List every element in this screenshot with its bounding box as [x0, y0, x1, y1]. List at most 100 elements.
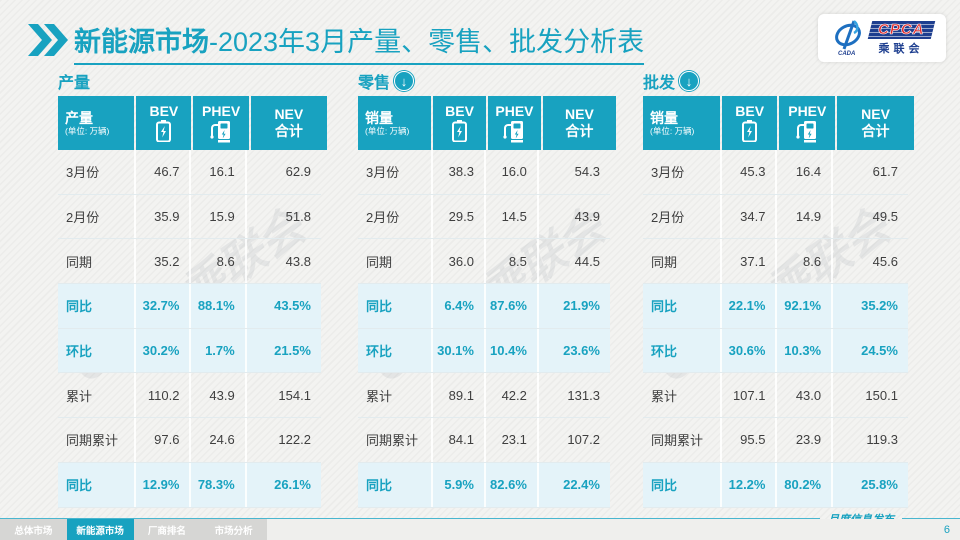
- table-cell: 10.4%: [483, 328, 537, 373]
- table-row: 同期累计 84.1 23.1 107.2: [358, 418, 610, 463]
- table-cell: 6.4%: [431, 284, 484, 328]
- table-cell: 23.1: [483, 418, 537, 462]
- double-chevron-icon: [28, 24, 68, 56]
- nev-header-label: NEV 合计: [861, 106, 890, 139]
- row-label: 同期: [366, 254, 393, 270]
- table-cell: 107.2: [536, 418, 610, 462]
- phev-header-label: PHEV: [495, 103, 534, 119]
- tab-market-analysis[interactable]: 市场分析: [214, 525, 253, 537]
- row-label: 2月份: [66, 210, 100, 226]
- row-label: 累计: [651, 388, 678, 404]
- row-label: 同期累计: [366, 433, 419, 449]
- tab-nev-market[interactable]: 新能源市场: [66, 519, 134, 540]
- table-cell: 34.7: [719, 194, 776, 239]
- table-cell: 46.7: [134, 150, 189, 194]
- table-cell: 22.4%: [536, 462, 610, 507]
- wholesale-table: CPCA乘联会销量(单位: 万辆)BEVPHEVNEV合计3月份45.316.4…: [643, 96, 914, 508]
- table-cell: 43.9: [189, 373, 244, 418]
- table-cell: 95.5: [719, 418, 776, 462]
- row-label: 3月份: [651, 165, 685, 181]
- table-cell: 23.6%: [536, 328, 610, 373]
- table-cell: 61.7: [831, 150, 908, 194]
- table-cell: 12.2%: [719, 462, 776, 507]
- table-cell: 122.2: [244, 418, 321, 462]
- tab-oem-ranking[interactable]: 厂商排名: [147, 525, 186, 537]
- cpca-emblem-icon: CADA: [834, 20, 861, 57]
- table-cell: 26.1%: [244, 462, 321, 507]
- row-label: 同期累计: [66, 433, 119, 449]
- table-cell: 44.5: [536, 239, 610, 284]
- table-row: 同比 5.9% 82.6% 22.4%: [358, 462, 610, 508]
- unit-note: (单位: 万辆): [65, 125, 110, 136]
- nev-header-cell: NEV 合计: [837, 96, 914, 150]
- bev-header-cell: BEV: [721, 96, 778, 150]
- row-label: 环比: [651, 344, 678, 360]
- row-label: 环比: [366, 344, 393, 360]
- table-row: 累计 89.1 42.2 131.3: [358, 373, 610, 419]
- unit-note: (单位: 万辆): [365, 125, 410, 136]
- table-cell: 16.1: [189, 150, 244, 194]
- row-label: 3月份: [366, 165, 400, 181]
- table-row: 同期 36.0 8.5 44.5: [358, 239, 610, 285]
- corner-header-label: 销量: [365, 109, 393, 126]
- row-label: 环比: [66, 344, 93, 360]
- row-label: 2月份: [366, 210, 400, 226]
- row-label: 同比: [651, 478, 678, 494]
- table-cell: 35.2: [134, 239, 189, 284]
- bev-header-label: BEV: [735, 103, 765, 119]
- row-label: 同期: [66, 254, 93, 270]
- table-cell: 30.6%: [719, 328, 776, 373]
- table-cell: 110.2: [134, 373, 189, 418]
- table-row: 同期累计 97.6 24.6 122.2: [58, 418, 321, 463]
- row-label: 同比: [651, 299, 678, 315]
- table-row: 同比 32.7% 88.1% 43.5%: [58, 284, 321, 329]
- table-cell: 30.1%: [431, 328, 484, 373]
- row-label: 累计: [66, 388, 93, 404]
- table-cell: 22.1%: [719, 284, 776, 328]
- row-label: 同比: [66, 299, 93, 315]
- table-cell: 43.9: [536, 194, 610, 239]
- table-cell: 29.5: [431, 194, 484, 239]
- section-label-text: 产量: [58, 75, 91, 92]
- table-row: 同比 12.2% 80.2% 25.8%: [643, 462, 908, 508]
- nev-header-label: NEV 合计: [274, 106, 304, 139]
- table-header-row: 销量 (单位: 万辆) BEV PHEV NEV 合计: [643, 96, 914, 150]
- table-cell: 82.6%: [483, 462, 537, 507]
- table-cell: 14.9: [775, 194, 831, 239]
- nev-header-cell: NEV 合计: [542, 96, 616, 150]
- table-row: 3月份 46.7 16.1 62.9: [58, 150, 321, 195]
- table-cell: 21.5%: [244, 328, 321, 373]
- table-cell: 24.6: [189, 418, 244, 462]
- table-body: 3月份 45.3 16.4 61.7 2月份 34.7 14.9 49.5 同期 37.1 8.6 4…: [643, 150, 908, 508]
- phev-header-cell: PHEV: [193, 96, 249, 150]
- table-header-row: 产量 (单位: 万辆) BEV PHEV NEV 合计: [58, 96, 327, 150]
- table-cell: 62.9: [244, 150, 321, 194]
- table-row: 同比 22.1% 92.1% 35.2%: [643, 284, 908, 329]
- unit-note: (单位: 万辆): [650, 125, 695, 136]
- cpca-logo: CADA CPCA 乘联会: [818, 14, 946, 62]
- table-cell: 8.6: [775, 239, 831, 284]
- table-cell: 15.9: [189, 194, 244, 239]
- table-cell: 89.1: [431, 373, 484, 418]
- table-cell: 36.0: [431, 239, 484, 284]
- table-row: 同期 35.2 8.6 43.8: [58, 239, 321, 285]
- cpca-acronym-band: CPCA: [867, 20, 935, 39]
- tab-overall-market[interactable]: 总体市场: [14, 525, 53, 537]
- page-header: 新能源市场-2023年3月产量、零售、批发分析表: [28, 20, 645, 65]
- section-label-wholesale: 批发 ↓: [643, 70, 700, 92]
- table-cell: 14.5: [483, 194, 537, 239]
- table-cell: 38.3: [431, 150, 484, 194]
- table-row: 环比 30.1% 10.4% 23.6%: [358, 328, 610, 374]
- table-cell: 84.1: [431, 418, 484, 462]
- table-cell: 37.1: [719, 239, 776, 284]
- bev-header-label: BEV: [445, 103, 474, 119]
- table-cell: 25.8%: [831, 462, 908, 507]
- corner-header-label: 销量: [650, 109, 678, 126]
- table-cell: 45.3: [719, 150, 776, 194]
- table-cell: 97.6: [134, 418, 189, 462]
- row-label: 同期: [651, 254, 678, 270]
- table-row: 同比 6.4% 87.6% 21.9%: [358, 284, 610, 329]
- table-cell: 10.3%: [775, 328, 831, 373]
- table-cell: 49.5: [831, 194, 908, 239]
- table-cell: 87.6%: [483, 284, 537, 328]
